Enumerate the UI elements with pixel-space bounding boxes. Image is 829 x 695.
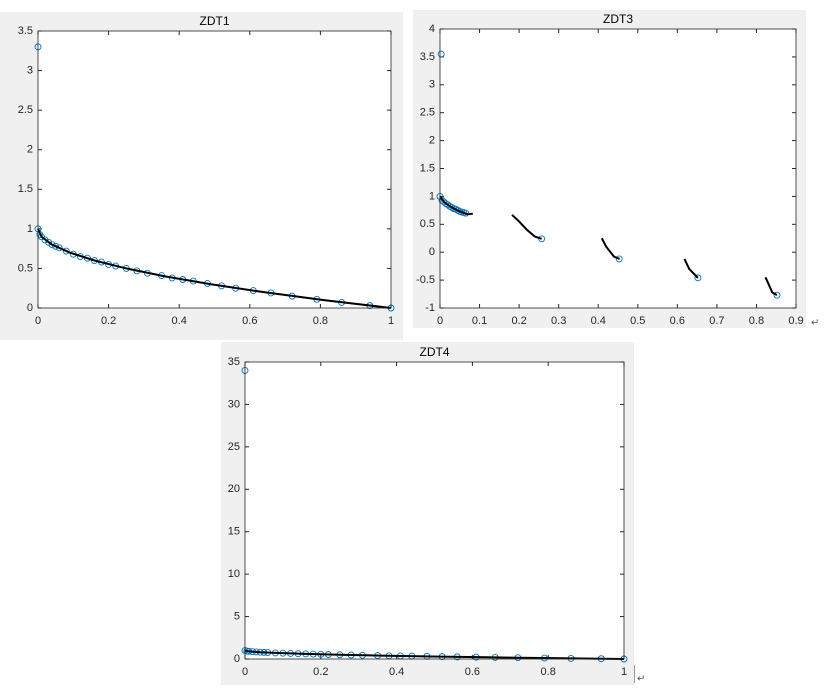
y-tick-label: 3.5 <box>18 25 33 37</box>
x-tick-label: 0.4 <box>591 315 606 327</box>
y-tick-label: 15 <box>228 526 240 538</box>
y-tick-label: 0 <box>234 653 240 665</box>
data-point <box>62 247 70 255</box>
x-tick-label: 0 <box>437 315 443 327</box>
x-tick-label: 0.8 <box>541 666 556 678</box>
chart-title: ZDT1 <box>200 14 230 28</box>
data-point <box>438 196 446 204</box>
x-tick-label: 0 <box>35 315 41 327</box>
x-tick-label: 0.6 <box>670 315 685 327</box>
x-tick-label: 0 <box>242 666 248 678</box>
chart: ZDT3 -1 -0.5 0 0.5 1 1.5 2 2.5 3 3.5 4 0 0.1 0.2 0.3 0.4… <box>413 10 806 328</box>
paragraph-mark: ↵ <box>637 674 645 685</box>
x-tick-label: 0.6 <box>242 315 257 327</box>
y-tick-label: 0 <box>429 246 435 258</box>
chart: ZDT1 0 0.5 1 1.5 2 2.5 3 3.5 0 0.2 0.4 0.6 0.8 1 <box>0 12 403 340</box>
chart-title: ZDT4 <box>420 345 450 359</box>
data-point <box>52 242 60 250</box>
y-tick-label: 2 <box>429 135 435 147</box>
y-tick-label: 3.5 <box>420 51 435 63</box>
y-tick-label: 1.5 <box>18 183 33 195</box>
data-point <box>694 274 702 282</box>
front-line <box>439 195 778 297</box>
x-tick-label: 0.3 <box>551 315 566 327</box>
axes-box <box>244 361 625 660</box>
data-point <box>773 291 781 299</box>
y-tick-label: 3 <box>429 79 435 91</box>
chart: ZDT4 0 5 10 15 20 25 30 35 0 0.2 0.4 0.6 0.8 1 <box>221 342 634 685</box>
x-tick-label: 0.5 <box>630 315 645 327</box>
data-point <box>437 50 445 58</box>
front-line <box>244 649 625 660</box>
x-tick-label: 0.6 <box>465 666 480 678</box>
y-tick-label: 4 <box>429 23 435 35</box>
plot-area <box>245 362 624 659</box>
y-tick-label: 1.5 <box>420 162 435 174</box>
x-tick-label: 0.4 <box>172 315 187 327</box>
y-tick-label: 3 <box>27 64 33 76</box>
y-tick-label: 0.5 <box>420 218 435 230</box>
x-tick-label: 0.7 <box>709 315 724 327</box>
paragraph-mark: ↵ <box>811 318 819 329</box>
y-tick-label: 20 <box>228 483 240 495</box>
x-tick-label: 0.4 <box>389 666 404 678</box>
data-point <box>45 238 53 246</box>
chart-title: ZDT3 <box>603 12 633 26</box>
x-tick-label: 0.2 <box>101 315 116 327</box>
data-point <box>55 244 63 252</box>
y-tick-label: 0.5 <box>18 262 33 274</box>
x-tick-label: 1 <box>388 315 394 327</box>
axes-box <box>439 28 797 309</box>
y-tick-label: 1 <box>429 190 435 202</box>
y-tick-label: 2.5 <box>420 107 435 119</box>
y-tick-label: 2.5 <box>18 104 33 116</box>
x-tick-label: 0.2 <box>313 666 328 678</box>
data-point <box>41 236 49 244</box>
data-point <box>615 255 623 263</box>
y-tick-label: -1 <box>425 302 435 314</box>
y-tick-label: -0.5 <box>416 274 435 286</box>
x-tick-label: 0.1 <box>472 315 487 327</box>
y-tick-label: 25 <box>228 441 240 453</box>
x-tick-label: 0.9 <box>788 315 803 327</box>
y-tick-label: 0 <box>27 302 33 314</box>
x-tick-label: 0.8 <box>313 315 328 327</box>
x-tick-label: 1 <box>621 666 627 678</box>
y-tick-label: 10 <box>228 568 240 580</box>
front-line <box>37 228 392 309</box>
y-tick-label: 2 <box>27 144 33 156</box>
y-tick-label: 30 <box>228 398 240 410</box>
x-tick-label: 0.8 <box>749 315 764 327</box>
x-tick-label: 0.2 <box>511 315 526 327</box>
plot-area <box>38 31 391 308</box>
y-tick-label: 5 <box>234 610 240 622</box>
axes-box <box>37 30 392 309</box>
plot-area <box>440 29 796 308</box>
data-point <box>48 241 56 249</box>
y-tick-label: 1 <box>27 223 33 235</box>
y-tick-label: 35 <box>228 356 240 368</box>
